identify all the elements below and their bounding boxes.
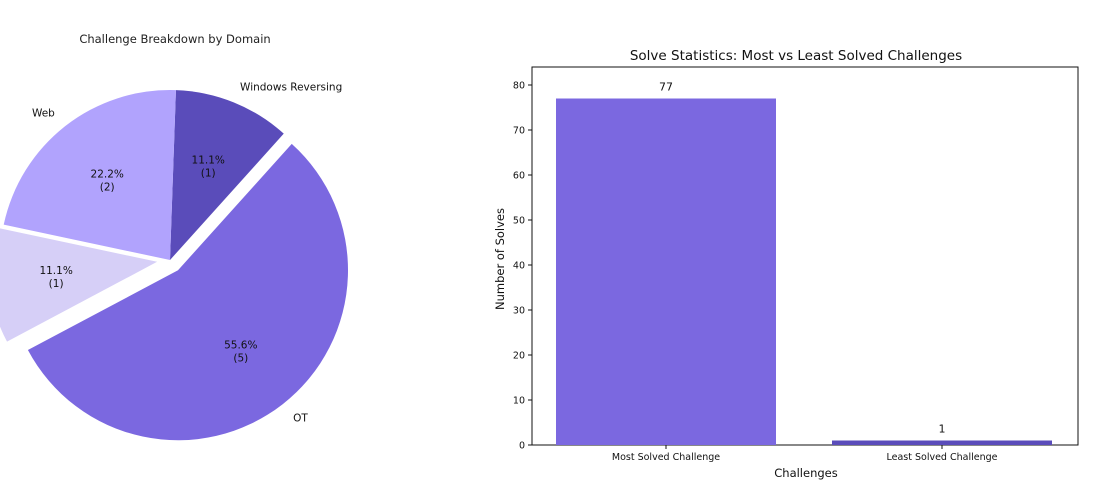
x-axis-label: Challenges — [774, 466, 838, 480]
y-tick-label: 40 — [513, 261, 525, 272]
y-tick-label: 60 — [513, 171, 525, 182]
bar-chart: Solve Statistics: Most vs Least Solved C… — [493, 48, 1079, 480]
y-tick-label: 10 — [513, 396, 525, 407]
bar-value-label-least-solved-challenge: 1 — [939, 423, 946, 436]
bar-chart-title: Solve Statistics: Most vs Least Solved C… — [630, 48, 962, 64]
pie-slice-web — [3, 90, 176, 260]
y-tick-label: 70 — [513, 126, 525, 137]
pie-slice-ot — [27, 143, 349, 441]
x-tick-label-least-solved-challenge: Least Solved Challenge — [887, 452, 998, 463]
y-axis-label: Number of Solves — [493, 208, 507, 310]
y-tick-label: 50 — [513, 216, 525, 227]
y-tick-label: 80 — [513, 81, 525, 92]
y-tick-label: 30 — [513, 306, 525, 317]
x-tick-label-most-solved-challenge: Most Solved Challenge — [612, 452, 720, 463]
pie-percent-windows-reversing: 11.1% — [192, 154, 225, 166]
plot-frame — [531, 66, 1079, 446]
pie-count-web: (2) — [100, 182, 115, 194]
pie-label-ot: OT — [293, 413, 308, 425]
pie-percent-android: 11.1% — [39, 265, 72, 277]
bar-value-label-most-solved-challenge: 77 — [659, 81, 673, 94]
pie-count-android: (1) — [49, 278, 64, 290]
bar-least-solved-challenge — [832, 440, 1052, 445]
pie-label-web: Web — [32, 108, 55, 120]
y-tick-label: 0 — [519, 441, 525, 452]
pie-chart-panel: Challenge Breakdown by Domain OT 55.6% (5)… — [0, 0, 470, 497]
bar-chart-panel: Solve Statistics: Most vs Least Solved C… — [480, 0, 1102, 497]
pie-chart: Challenge Breakdown by Domain OT 55.6%(5)… — [0, 32, 349, 441]
pie-count-ot: (5) — [233, 353, 248, 365]
pie-slice-windows-reversing — [170, 90, 284, 260]
pie-count-windows-reversing: (1) — [201, 167, 216, 179]
pie-label-windows-reversing: Windows Reversing — [240, 82, 342, 94]
y-tick-label: 20 — [513, 351, 525, 362]
pie-percent-web: 22.2% — [91, 169, 124, 181]
pie-percent-ot: 55.6% — [224, 340, 257, 352]
pie-slice-android — [0, 228, 158, 342]
bar-most-solved-challenge — [556, 98, 776, 445]
pie-chart-title: Challenge Breakdown by Domain — [79, 32, 270, 46]
